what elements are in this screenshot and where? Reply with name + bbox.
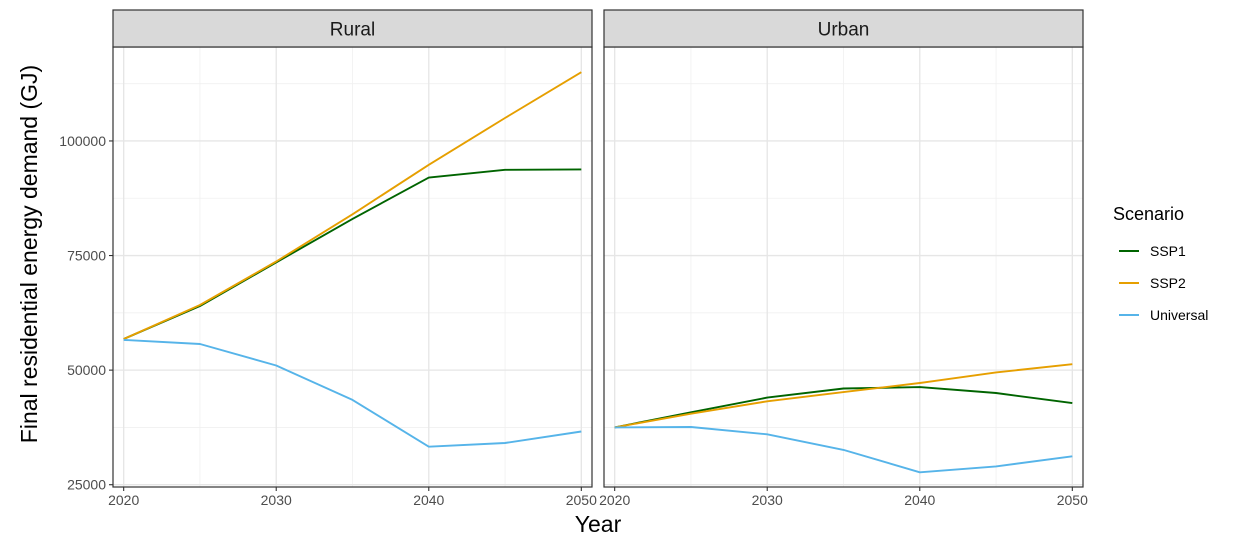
legend-item-universal: Universal [1119, 307, 1208, 323]
x-tick-label: 2020 [108, 492, 139, 508]
y-axis-title: Final residential energy demand (GJ) [16, 65, 42, 443]
x-tick-label: 2020 [599, 492, 630, 508]
series-line-universal [614, 426, 1073, 474]
legend: Scenario SSP1 SSP2 Universal [1113, 204, 1208, 323]
facet-strip-label: Rural [330, 20, 375, 41]
series-line-universal [123, 338, 582, 448]
x-tick-label: 2040 [413, 492, 444, 508]
x-tick-label: 2050 [566, 492, 597, 508]
facet-strip [603, 9, 1084, 48]
y-axis-ticks: 25000 50000 75000 100000 [59, 133, 113, 493]
legend-label: SSP2 [1150, 275, 1186, 291]
panel-rural: Rural [112, 9, 593, 488]
x-axis-title: Year [575, 511, 622, 537]
legend-entries: SSP1 SSP2 Universal [1119, 243, 1208, 323]
legend-item-ssp1: SSP1 [1119, 243, 1186, 259]
y-tick-label: 50000 [67, 362, 106, 378]
y-tick-label: 75000 [67, 248, 106, 264]
series-line-ssp2 [614, 363, 1073, 429]
legend-title: Scenario [1113, 204, 1184, 224]
y-tick-label: 25000 [67, 477, 106, 493]
panels: Rural Urban [112, 9, 1084, 488]
x-tick-label: 2040 [904, 492, 935, 508]
y-tick-label: 100000 [59, 133, 106, 149]
series-line-ssp2 [123, 71, 582, 340]
legend-item-ssp2: SSP2 [1119, 275, 1186, 291]
facet-strip [112, 9, 593, 48]
x-axis-ticks: 2020 2030 2040 2050 2020 2030 2040 2050 [108, 487, 1088, 508]
series-line-ssp1 [614, 386, 1073, 429]
panel-urban: Urban [603, 9, 1084, 488]
x-tick-label: 2050 [1057, 492, 1088, 508]
legend-label: Universal [1150, 307, 1208, 323]
x-tick-label: 2030 [261, 492, 292, 508]
facet-strip-label: Urban [818, 20, 870, 41]
legend-label: SSP1 [1150, 243, 1186, 259]
x-tick-label: 2030 [752, 492, 783, 508]
